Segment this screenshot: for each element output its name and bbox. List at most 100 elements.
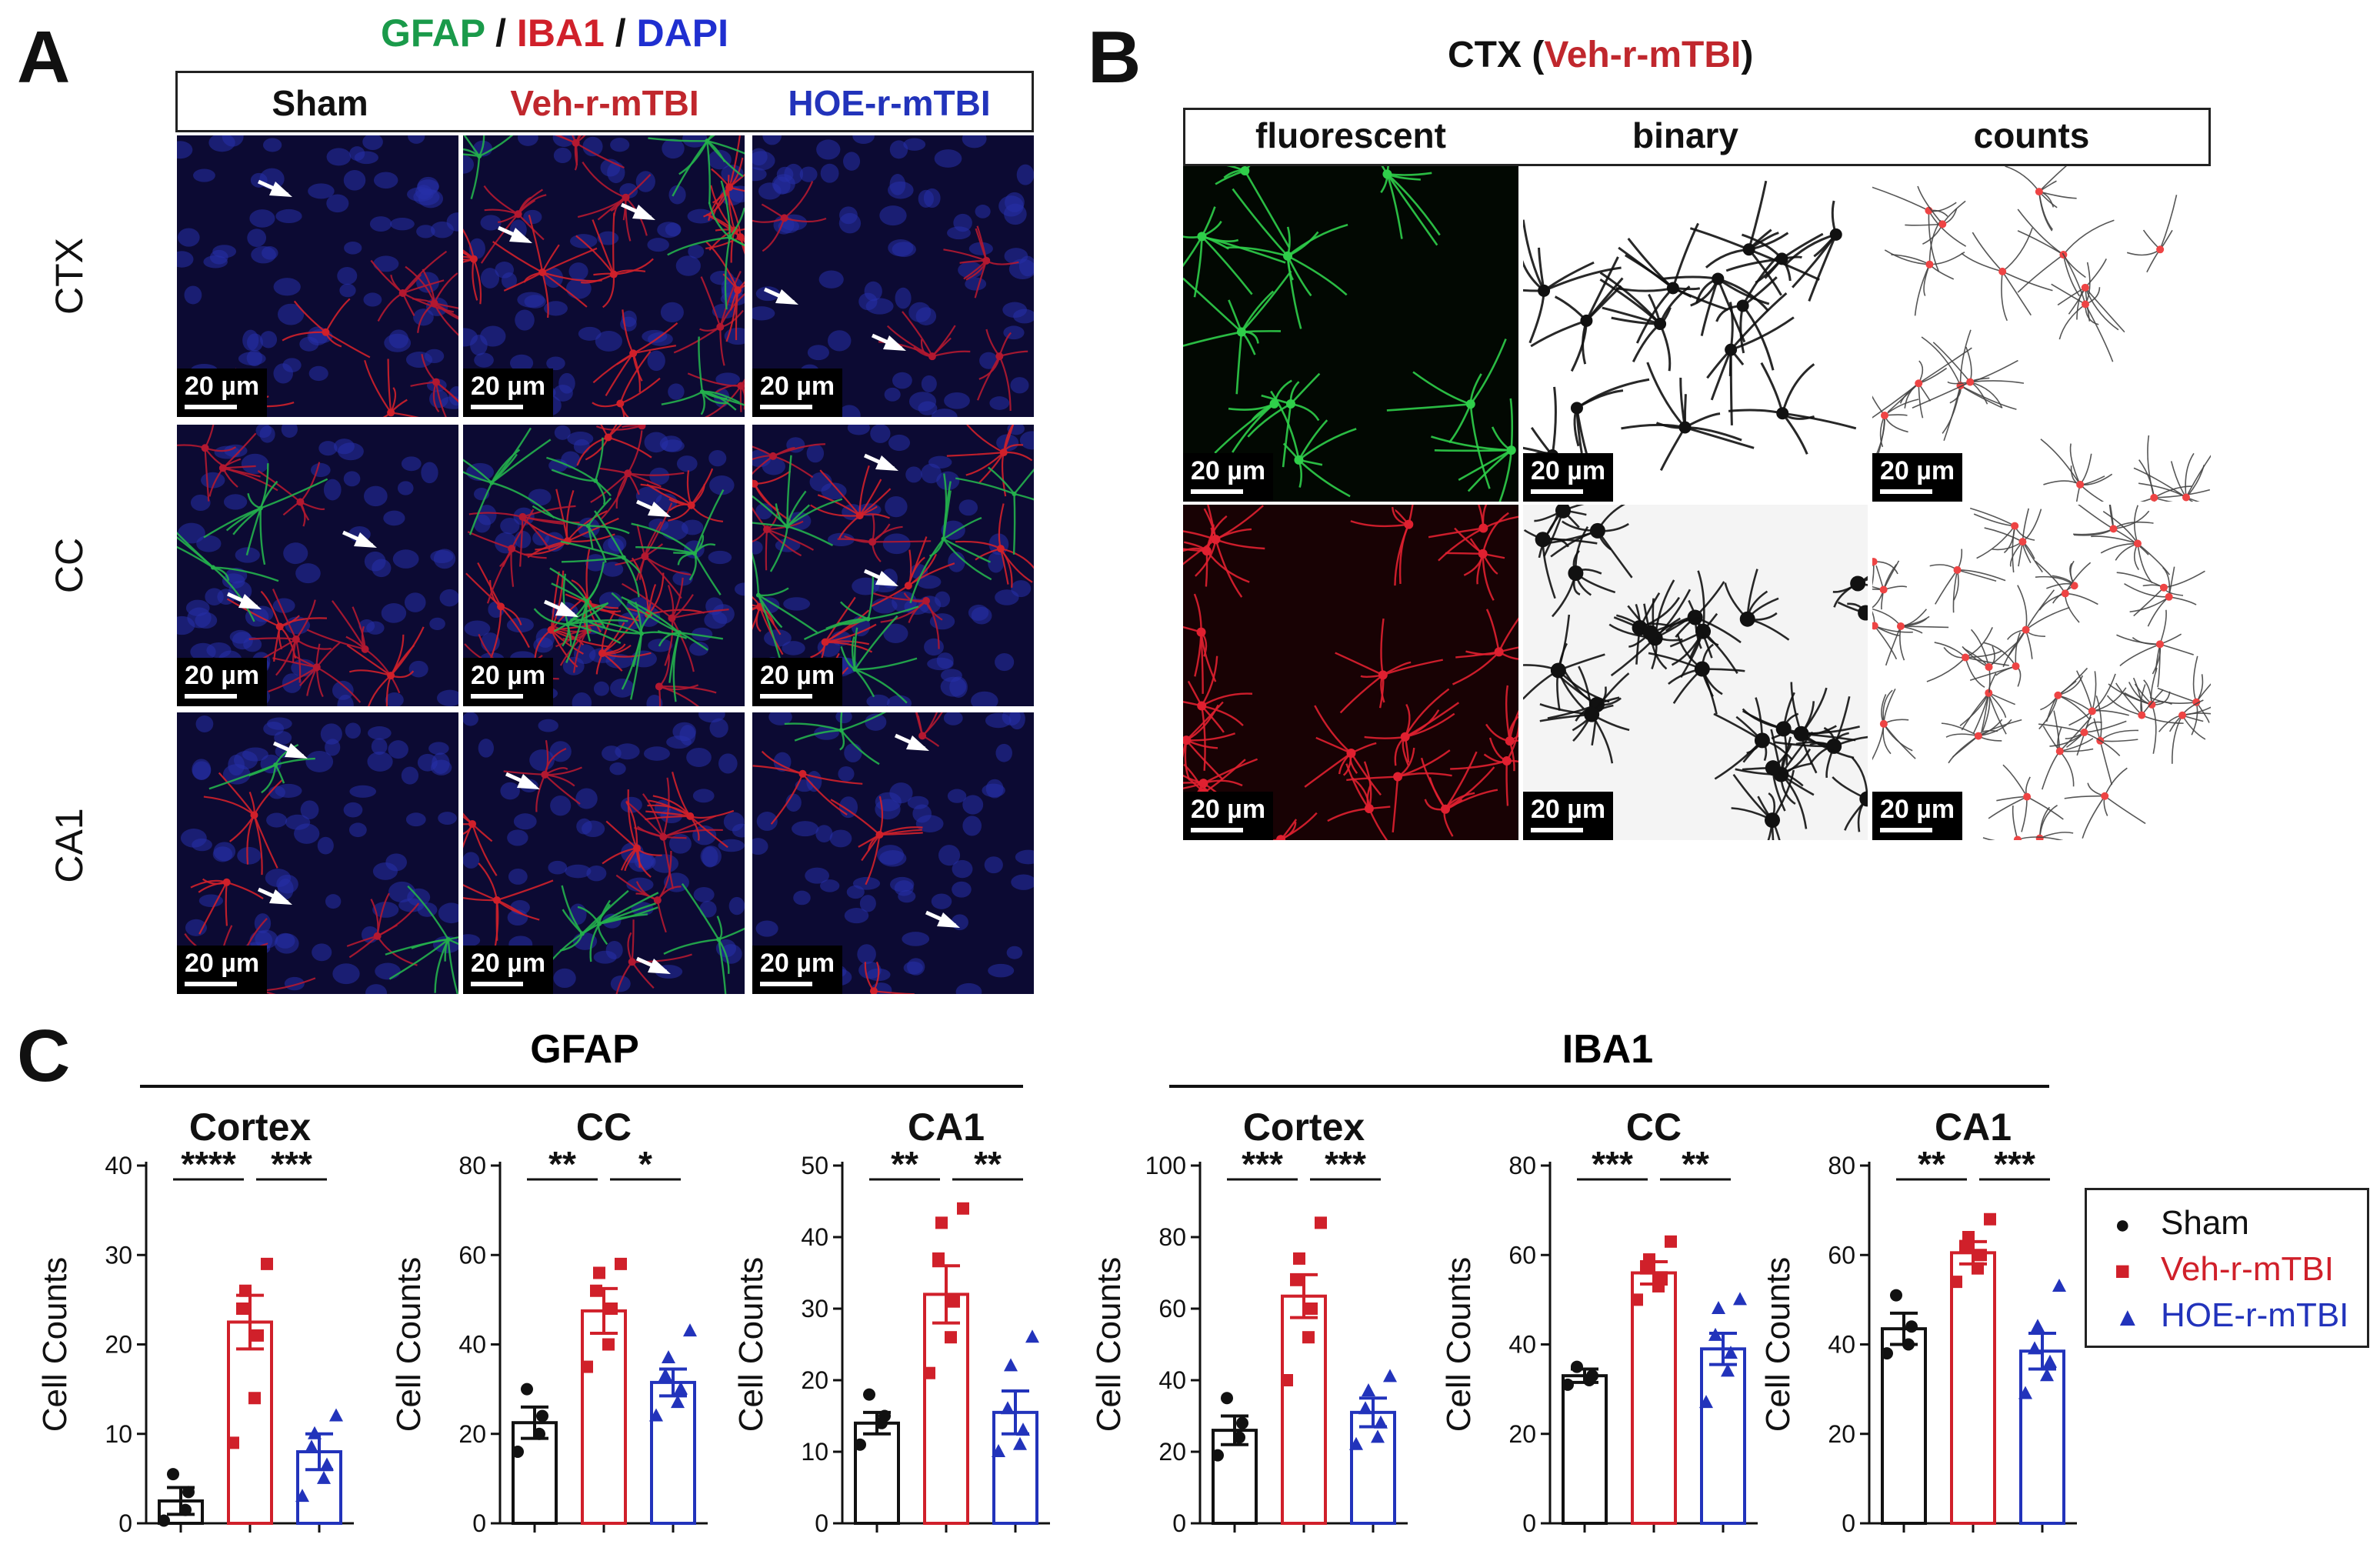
data-point [2031,1319,2045,1333]
y-tick-label: 20 [1508,1420,1536,1448]
stain-legend: GFAP / IBA1 / DAPI [381,11,728,55]
y-tick-label: 60 [458,1241,486,1269]
arrow-icon [497,225,532,243]
arrow-icon [620,202,655,220]
scale-bar: 20 µm [1523,792,1614,840]
scale-bar-line [471,982,523,986]
scale-bar-line [185,694,237,699]
y-tick-label: 20 [1828,1420,1855,1448]
arrow-icon [272,741,308,759]
bar-veh-r-mtbi [1950,1251,1996,1525]
group-title-iba1: IBA1 [1562,1027,1654,1072]
chart-title: CA1 [908,1106,985,1149]
arrow-icon [543,599,578,617]
y-tick-label: 0 [1172,1509,1186,1537]
significance-label: ** [1918,1144,1945,1184]
scale-bar: 20 µm [177,658,268,706]
data-point [1315,1216,1327,1229]
data-point [1562,1378,1574,1391]
y-tick-label: 40 [105,1152,132,1179]
data-point [1905,1320,1918,1333]
micrograph-ctx-1: 20 µm [463,135,745,417]
significance-label: *** [1242,1144,1283,1184]
scale-bar: 20 µm [463,946,554,994]
chart-title: Cortex [189,1106,312,1149]
micrograph-ctx-0: 20 µm [177,135,458,417]
y-axis-label: Cell Counts [1440,1257,1478,1432]
bar-hoe-r-mtbi [650,1380,696,1525]
processing-image-binary-0: 20 µm [1523,166,1868,502]
panel-letter-b: B [1088,16,1142,98]
data-point [167,1468,179,1481]
data-point [1643,1253,1655,1266]
group-line-gfap [140,1085,1023,1088]
panel-b-title-prefix: CTX ( [1448,35,1545,75]
micrograph-ca1-2: 20 µm [752,712,1034,994]
data-point [305,1439,318,1453]
significance-label: ** [548,1144,576,1184]
bar-veh-r-mtbi [923,1292,969,1525]
data-point [1305,1303,1318,1315]
data-point [649,1408,663,1422]
data-point [957,1202,969,1215]
data-point [1293,1252,1305,1265]
scale-bar-line [760,694,812,699]
chart-title: CA1 [1935,1106,2012,1149]
bar-chart-gfap-cc: CC Cell Counts 0 20 40 60 80 ** * [385,1092,738,1546]
processing-image-fluorescent-1: 20 µm [1183,505,1518,840]
scale-bar-line [471,694,523,699]
legend-marker-veh: ■ [2115,1256,2131,1286]
data-point [158,1514,170,1527]
col-label-fluorescent: fluorescent [1255,115,1446,155]
y-tick-label: 60 [1158,1295,1186,1323]
arrow-icon [863,453,898,471]
scale-bar-line [1531,828,1583,832]
significance-label: *** [1325,1144,1366,1184]
data-point [1902,1338,1915,1351]
data-point [1665,1235,1677,1248]
data-point [236,1303,248,1315]
col-label-sham: Sham [272,83,368,123]
scale-bar-label: 20 µm [185,372,260,401]
data-point [683,1323,697,1337]
scale-bar-line [1191,489,1243,494]
y-tick-label: 80 [1508,1152,1536,1179]
scale-bar-label: 20 µm [1531,795,1606,824]
data-point [1712,1301,1725,1314]
scale-bar: 20 µm [177,946,268,994]
data-point [1383,1369,1397,1383]
y-tick-label: 50 [801,1152,828,1179]
col-label-veh: Veh-r-mTBI [510,83,699,123]
row-label-cc: CC [48,537,91,594]
y-tick-label: 30 [105,1241,132,1269]
scale-bar-line [185,405,237,409]
y-axis-label: Cell Counts [36,1257,74,1432]
y-tick-label: 80 [1158,1223,1186,1251]
data-point [536,1409,548,1423]
micrograph-ca1-1: 20 µm [463,712,745,994]
panel-b-title-suffix: ) [1741,35,1754,75]
significance-label: *** [271,1144,312,1184]
data-point [248,1392,261,1405]
scale-bar-label: 20 µm [760,661,835,690]
data-point [1975,1249,1987,1262]
data-point [605,1303,618,1315]
scale-bar: 20 µm [752,658,843,706]
y-tick-label: 40 [1828,1331,1855,1359]
data-point [1631,1293,1643,1306]
data-point [179,1503,192,1516]
arrow-icon [505,772,540,789]
arrow-icon [257,179,292,197]
data-point [1016,1423,1030,1436]
processing-image-fluorescent-0: 20 µm [1183,166,1518,502]
y-tick-label: 40 [801,1223,828,1251]
data-point [1212,1449,1224,1462]
data-point [1290,1273,1302,1286]
y-tick-label: 0 [815,1509,828,1537]
data-point [658,1368,672,1382]
scale-bar-label: 20 µm [185,949,260,978]
data-point [1571,1360,1583,1373]
scale-bar-line [760,405,812,409]
y-tick-label: 40 [1508,1331,1536,1359]
data-point [521,1383,533,1396]
